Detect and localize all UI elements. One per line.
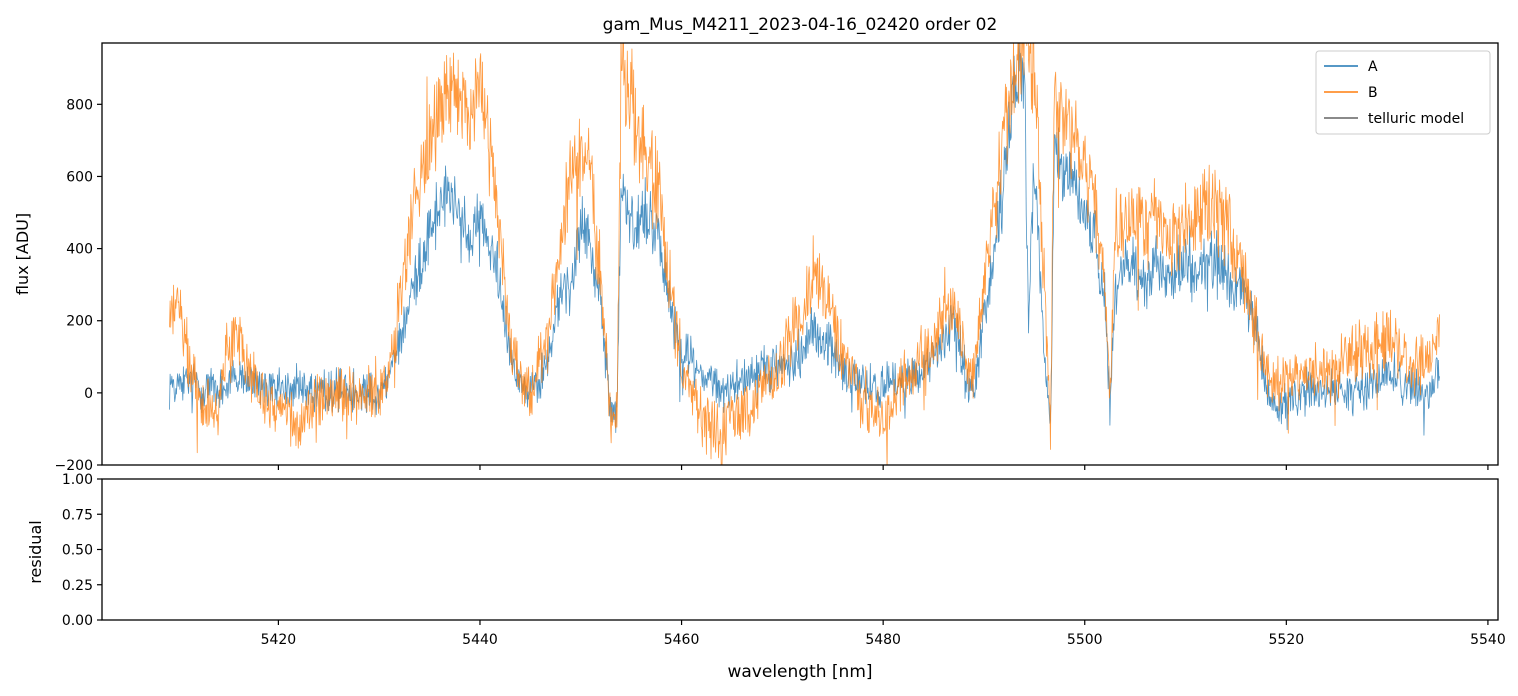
residual-y-tick-label: 1.00 (62, 472, 93, 488)
residual-x-ticks: 5420 5440 5460 5480 5500 5520 5540 (261, 620, 1506, 648)
residual-y-axis-label: residual (26, 520, 45, 583)
residual-x-tick-label: 5480 (865, 632, 901, 648)
residual-y-tick-label: 0.00 (62, 613, 93, 629)
residual-x-tick-label: 5440 (462, 632, 498, 648)
flux-y-tick-label: 400 (66, 242, 93, 258)
chart-title: gam_Mus_M4211_2023-04-16_02420 order 02 (603, 15, 998, 35)
residual-x-tick-label: 5540 (1470, 632, 1506, 648)
legend-label-a: A (1368, 59, 1378, 75)
flux-x-ticks (277, 465, 1489, 470)
flux-y-tick-label: 200 (66, 314, 93, 330)
flux-y-tick-label: −200 (55, 458, 93, 474)
legend-box (1315, 50, 1491, 135)
residual-x-tick-label: 5500 (1067, 632, 1103, 648)
flux-series-group (169, 43, 1440, 465)
flux-y-tick-label: 600 (66, 169, 93, 185)
residual-x-tick-label: 5420 (261, 632, 297, 648)
legend-label-telluric: telluric model (1368, 111, 1464, 127)
residual-y-tick-label: 0.25 (62, 578, 93, 594)
flux-y-axis-label: flux [ADU] (13, 213, 32, 295)
flux-axes: gam_Mus_M4211_2023-04-16_02420 order 02 … (13, 15, 1499, 474)
x-axis-label: wavelength [nm] (727, 662, 872, 682)
series-line-b (169, 43, 1440, 465)
residual-y-tick-label: 0.75 (62, 507, 93, 523)
flux-y-tick-label: 0 (84, 386, 93, 402)
series-line-a (169, 43, 1440, 436)
legend: A B telluric model (1315, 50, 1491, 135)
residual-y-tick-label: 0.50 (62, 543, 93, 559)
residual-axes: 0.00 0.25 0.50 0.75 1.00 5420 5440 5460 5480 550… (26, 472, 1506, 682)
residual-x-tick-label: 5460 (664, 632, 700, 648)
legend-label-b: B (1368, 85, 1378, 101)
flux-y-tick-label: 800 (66, 97, 93, 113)
flux-axes-frame (101, 42, 1499, 466)
residual-y-ticks: 0.00 0.25 0.50 0.75 1.00 (62, 472, 102, 629)
residual-axes-frame (101, 478, 1499, 621)
residual-x-tick-label: 5520 (1269, 632, 1305, 648)
flux-y-ticks: −200 0 200 400 600 800 (55, 97, 102, 474)
